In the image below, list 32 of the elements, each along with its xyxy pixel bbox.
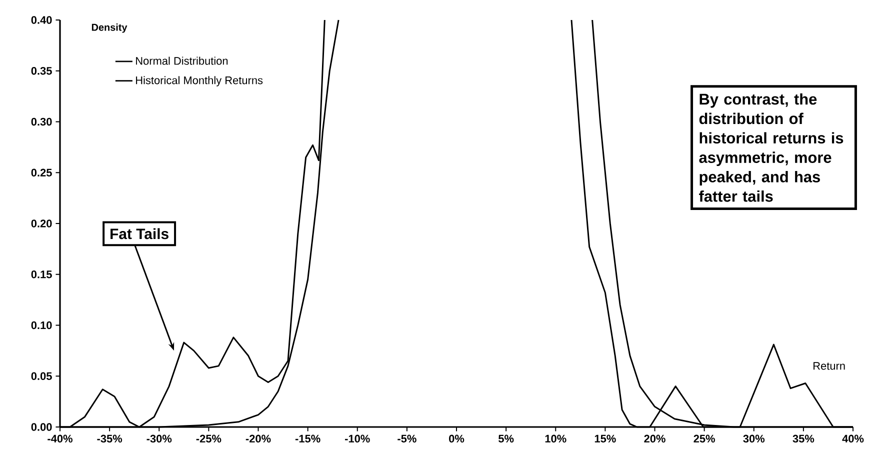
y-tick-label: 0.25 <box>31 168 52 177</box>
y-tick-label: 0.00 <box>31 423 52 431</box>
annotation: By contrast, the distribution of historical returns is asymmetric, more peaked, and has fatter tails <box>699 93 844 202</box>
x-tick-label: -10% <box>345 434 370 443</box>
y-tick-label: 0.35 <box>31 67 52 75</box>
y-tick-label: 0.30 <box>31 118 52 126</box>
x-tick-label: 30% <box>743 434 765 443</box>
x-tick-label: -20% <box>246 434 271 443</box>
x-tick-label: 40% <box>842 434 864 443</box>
x-tick-label: -30% <box>146 434 172 443</box>
legend-label: Normal Distribution <box>136 56 228 65</box>
x-tick-label: 5% <box>498 434 514 443</box>
annotation: Fat Tails <box>110 228 168 240</box>
y-tick-label: 0.20 <box>31 220 52 228</box>
legend-label: Historical Monthly Returns <box>136 76 263 86</box>
x-tick-label: 15% <box>594 434 616 443</box>
x-tick-label: -5% <box>398 434 416 443</box>
y-tick-label: 0.10 <box>31 321 52 330</box>
x-tick-label: 25% <box>694 434 715 443</box>
y-tick-label: 0.05 <box>31 372 52 380</box>
x-tick-label: -35% <box>97 434 122 443</box>
x-tick-label: 0% <box>449 434 464 443</box>
x-tick-label: -25% <box>196 434 222 443</box>
x-tick-label: 20% <box>644 434 666 443</box>
x-tick-label: 35% <box>792 434 814 443</box>
x-tick-label: -15% <box>295 434 320 443</box>
x-tick-label: -40% <box>48 434 72 443</box>
y-tick-label: 0.15 <box>31 270 52 278</box>
x-tick-label: 10% <box>545 434 566 443</box>
y-tick-label: 0.40 <box>31 16 52 24</box>
x-axis-title: Return <box>814 362 845 370</box>
y-axis-title: Density <box>92 24 128 33</box>
